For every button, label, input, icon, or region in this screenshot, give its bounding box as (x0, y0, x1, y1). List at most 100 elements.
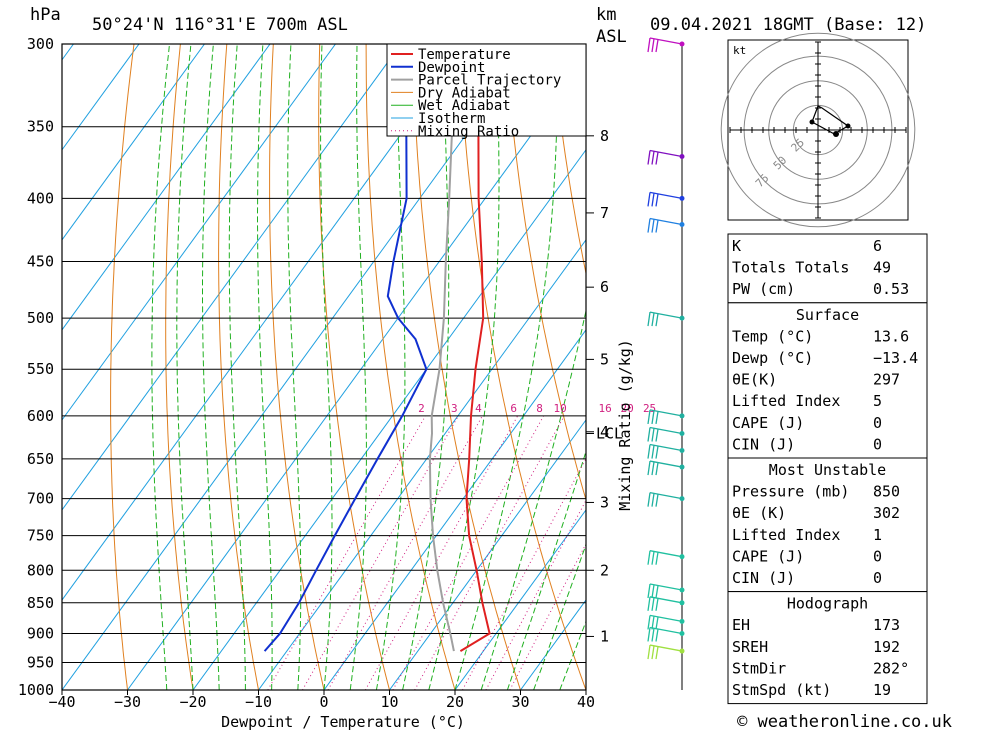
mixing-ratio-label: 20 (620, 402, 633, 415)
km-unit-label: km (596, 5, 616, 25)
dry-adiabat-line (165, 44, 194, 690)
wind-barb-flag (647, 192, 651, 207)
lcl-label: LCL (596, 425, 623, 443)
wet-adiabat-line (287, 44, 302, 690)
indices-row-value: 0.53 (873, 280, 909, 298)
wet-adiabat-line (257, 44, 273, 690)
isotherm-line (454, 509, 586, 690)
pressure-tick-label: 550 (27, 360, 54, 378)
surface-row-label: CAPE (J) (732, 414, 804, 432)
legend-entry: Dry Adiabat (418, 85, 511, 101)
wind-barb-shaft (649, 596, 683, 604)
wind-barb (647, 626, 685, 642)
wind-barb-flag (651, 151, 655, 165)
wind-barb-dot (679, 222, 685, 228)
wind-barb-flag (651, 193, 655, 207)
wind-barb-shaft (649, 491, 683, 500)
indices-row-label: Totals Totals (732, 259, 849, 277)
dry-adiabat-line (970, 44, 1000, 690)
dry-adiabat-line (551, 44, 586, 276)
pressure-tick-label: 800 (27, 561, 54, 579)
unstable-row-value: 0 (873, 547, 882, 565)
km-tick-label: 6 (600, 278, 609, 296)
pressure-tick-label: 650 (27, 450, 54, 468)
hodo-row-value: 282° (873, 659, 909, 677)
x-tick-label: 30 (511, 693, 529, 711)
wet-adiabat-line (320, 44, 333, 690)
isotherm-line (389, 419, 586, 690)
wind-barb-shaft (649, 311, 683, 319)
wind-barb (647, 217, 685, 233)
wind-barb-flag (647, 311, 651, 327)
wet-adiabat-line (176, 44, 194, 690)
mixing-ratio-label: 2 (418, 402, 425, 415)
wind-barb-flag (655, 552, 659, 565)
asl-unit-label: ASL (596, 27, 627, 47)
pressure-tick-label: 750 (27, 527, 54, 545)
unstable-row-label: Pressure (mb) (732, 483, 849, 501)
surface-row-value: −13.4 (873, 349, 918, 367)
wind-barb-dot (679, 195, 685, 201)
profile-temperature (459, 44, 491, 652)
hodo-table-title: Hodograph (787, 595, 868, 613)
wind-barb-flag (647, 427, 651, 442)
wind-barb-flag (655, 429, 659, 442)
hodo-table-frame (727, 591, 928, 705)
wind-barb-flag (651, 312, 655, 327)
mixing-ratio-line (267, 415, 426, 690)
wind-barb-shaft (649, 37, 683, 45)
wind-barb-flag (647, 444, 651, 459)
pressure-tick-label: 400 (27, 189, 54, 207)
wind-barb-shaft (649, 550, 683, 558)
plot-frame (61, 43, 587, 691)
wind-barb-shaft (649, 614, 683, 623)
wind-barb-flag (651, 493, 655, 507)
wind-barb-dot (679, 618, 685, 624)
hodo-row-label: SREH (732, 638, 768, 656)
dry-adiabat-line (923, 44, 1000, 690)
legend-box (386, 43, 587, 137)
wind-barb-dot (679, 315, 685, 321)
wind-barb-flag (651, 584, 655, 599)
indices-row-label: K (732, 237, 741, 255)
wind-barb-shaft (649, 626, 683, 635)
unstable-table-frame (727, 457, 928, 593)
isotherm-line (62, 44, 271, 331)
unstable-row-value: 850 (873, 483, 900, 501)
wind-barb (647, 409, 685, 425)
km-tick-label: 3 (600, 493, 609, 511)
surface-row-label: CIN (J) (732, 435, 795, 453)
wind-barb-dot (679, 431, 685, 437)
wind-barb (647, 491, 685, 507)
wind-barb-shaft (649, 583, 683, 591)
wind-barb-flag (651, 410, 655, 425)
wind-barb-dot (679, 41, 685, 47)
wind-barb (647, 460, 685, 476)
wind-barb-flag (651, 551, 655, 565)
wind-barb (647, 614, 685, 630)
credit-label: © weatheronline.co.uk (737, 712, 952, 732)
wind-barb-shaft (649, 217, 683, 226)
wind-barb-dot (679, 496, 685, 502)
wind-barb-flag (647, 615, 651, 630)
wind-barb-flag (655, 39, 659, 53)
wind-barb-dot (679, 154, 685, 160)
datetime-label: 09.04.2021 18GMT (Base: 12) (650, 15, 926, 35)
wind-barb-dot (679, 600, 685, 606)
isotherm-line (127, 58, 586, 690)
wind-barb-dot (679, 464, 685, 470)
surface-row-value: 297 (873, 371, 900, 389)
wind-barb-flag (655, 646, 659, 660)
wind-barb (647, 426, 685, 442)
surface-row-value: 13.6 (873, 327, 909, 345)
mixing-ratio-line (364, 415, 519, 690)
unstable-row-label: θE (K) (732, 504, 786, 522)
wind-barb-flag (655, 494, 659, 507)
wind-barb-flag (651, 616, 655, 630)
wet-adiabat-line (506, 449, 586, 690)
surface-row-value: 5 (873, 392, 882, 410)
wind-barb-dot (679, 448, 685, 454)
isotherm-line (192, 148, 586, 690)
